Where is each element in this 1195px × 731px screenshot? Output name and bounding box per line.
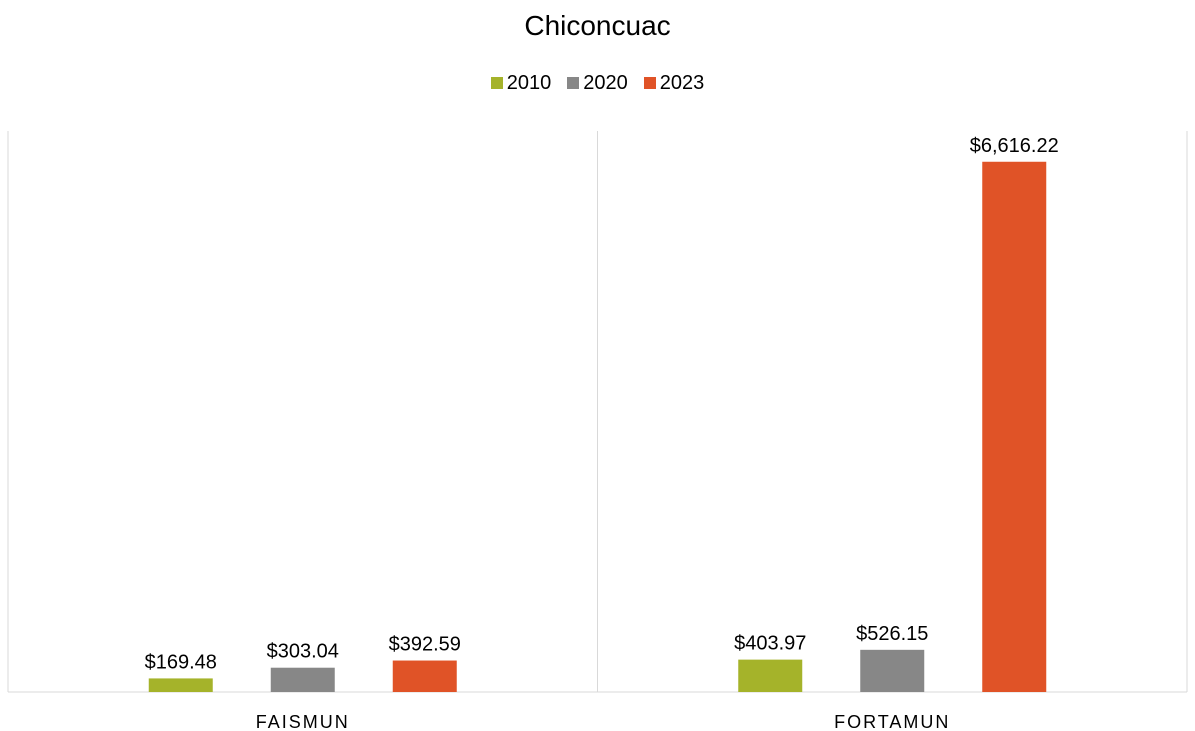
legend: 2010 2020 2023 bbox=[0, 70, 1195, 96]
bar-fortamun-2023 bbox=[982, 161, 1047, 693]
legend-item-2023: 2023 bbox=[643, 70, 705, 96]
legend-item-2020: 2020 bbox=[567, 70, 628, 96]
chart-title: Chiconcuac bbox=[524, 10, 671, 41]
bar-faismun-2023 bbox=[392, 660, 457, 692]
bar-fortamun-2010 bbox=[738, 659, 803, 692]
bar-faismun-2020 bbox=[270, 667, 335, 692]
bar-fortamun-2020 bbox=[860, 649, 925, 692]
legend-label-2020: 2020 bbox=[583, 72, 628, 94]
legend-label-2023: 2023 bbox=[659, 72, 705, 94]
category-label-faismun: FAISMUN bbox=[256, 712, 350, 731]
bar-faismun-2010 bbox=[148, 678, 213, 692]
legend-item-2010: 2010 bbox=[490, 70, 552, 96]
data-label-faismun-2023: $392.59 bbox=[389, 634, 461, 656]
legend-label-2010: 2010 bbox=[506, 72, 552, 94]
data-label-faismun-2010: $169.48 bbox=[145, 651, 217, 673]
category-label-fortamun: FORTAMUN bbox=[834, 712, 950, 731]
legend-swatch-2010 bbox=[490, 77, 503, 89]
data-label-fortamun-2010: $403.97 bbox=[734, 633, 806, 655]
legend-swatch-2023 bbox=[643, 77, 656, 89]
data-label-faismun-2020: $303.04 bbox=[267, 641, 339, 663]
data-label-fortamun-2023: $6,616.22 bbox=[970, 135, 1059, 157]
legend-swatch-2020 bbox=[567, 77, 580, 89]
data-label-fortamun-2020: $526.15 bbox=[856, 623, 928, 645]
